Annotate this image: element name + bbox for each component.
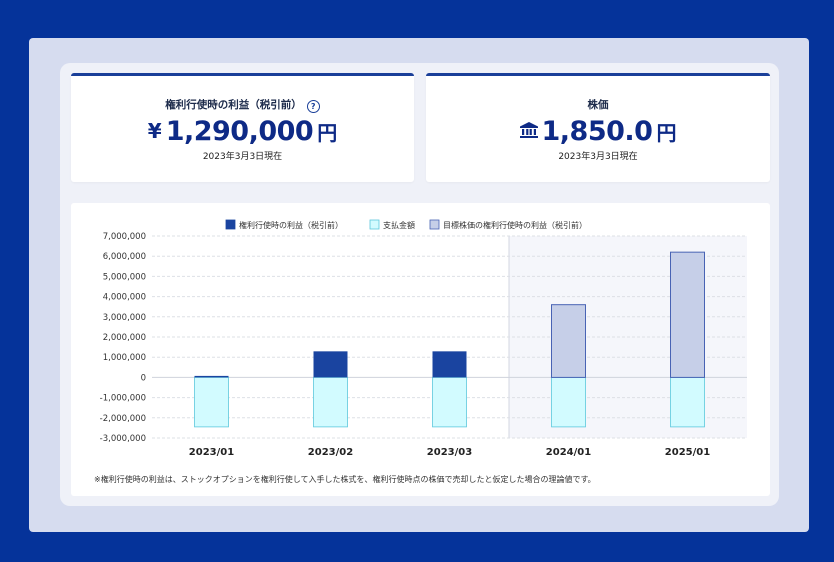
payment-bar bbox=[551, 376, 586, 428]
y-tick-label: 2,000,000 bbox=[103, 333, 146, 343]
stock-price-unit: 円 bbox=[656, 121, 677, 145]
y-tick-label: 4,000,000 bbox=[103, 293, 146, 303]
profit-bar bbox=[194, 375, 229, 378]
legend-label: 支払金額 bbox=[383, 220, 415, 230]
payment-bar bbox=[670, 376, 705, 428]
y-tick-label: -1,000,000 bbox=[100, 394, 146, 404]
target-profit-bar bbox=[670, 251, 705, 378]
profit-bar bbox=[313, 351, 348, 378]
profit-value-row: ¥1,290,000 円 bbox=[71, 116, 414, 147]
stock-card-title: 株価 bbox=[587, 99, 609, 111]
payment-bar bbox=[313, 376, 348, 428]
y-tick-label: 7,000,000 bbox=[103, 232, 146, 242]
bank-icon bbox=[519, 122, 538, 138]
x-tick-label: 2023/01 bbox=[189, 447, 234, 458]
y-tick-label: -3,000,000 bbox=[100, 434, 146, 444]
stock-value-row: 1,850.0 円 bbox=[426, 116, 770, 147]
legend-swatch bbox=[225, 219, 236, 230]
footnote: ※権利行使時の利益は、ストックオプションを権利行使して入手した株式を、権利行使時… bbox=[94, 475, 596, 484]
profit-value: 1,290,000 bbox=[165, 116, 314, 147]
y-tick-label: 1,000,000 bbox=[103, 353, 146, 363]
profit-card-title: 権利行使時の利益（税引前） bbox=[165, 99, 302, 111]
legend-label: 目標株価の権利行使時の利益（税引前） bbox=[443, 220, 587, 230]
x-tick-label: 2025/01 bbox=[665, 447, 710, 458]
yen-symbol: ¥ bbox=[147, 119, 162, 143]
y-tick-label: 0 bbox=[141, 373, 146, 383]
profit-unit: 円 bbox=[317, 121, 338, 145]
y-tick-label: 3,000,000 bbox=[103, 313, 146, 323]
profit-bar bbox=[432, 351, 467, 378]
y-tick-label: 6,000,000 bbox=[103, 252, 146, 262]
y-tick-label: -2,000,000 bbox=[100, 414, 146, 424]
x-tick-label: 2023/03 bbox=[427, 447, 472, 458]
payment-bar bbox=[194, 376, 229, 428]
x-tick-label: 2023/02 bbox=[308, 447, 353, 458]
legend-label: 権利行使時の利益（税引前） bbox=[239, 220, 343, 230]
stock-date: 2023年3月3日現在 bbox=[558, 152, 638, 162]
y-tick-label: 5,000,000 bbox=[103, 272, 146, 282]
payment-bar bbox=[432, 376, 467, 428]
profit-card: 権利行使時の利益（税引前）? ¥1,290,000 円 2023年3月3日現在 bbox=[71, 73, 414, 182]
x-tick-label: 2024/01 bbox=[546, 447, 591, 458]
target-profit-bar bbox=[551, 304, 586, 378]
stock-price-card: 株価 1,850.0 円 2023年3月3日現在 bbox=[426, 73, 770, 182]
legend-swatch bbox=[429, 219, 440, 230]
profit-date: 2023年3月3日現在 bbox=[202, 152, 283, 162]
profit-card-title-row: 権利行使時の利益（税引前）? bbox=[71, 97, 414, 113]
legend-swatch bbox=[369, 219, 380, 230]
help-icon[interactable]: ? bbox=[306, 100, 320, 113]
stock-price-value: 1,850.0 bbox=[541, 116, 653, 147]
